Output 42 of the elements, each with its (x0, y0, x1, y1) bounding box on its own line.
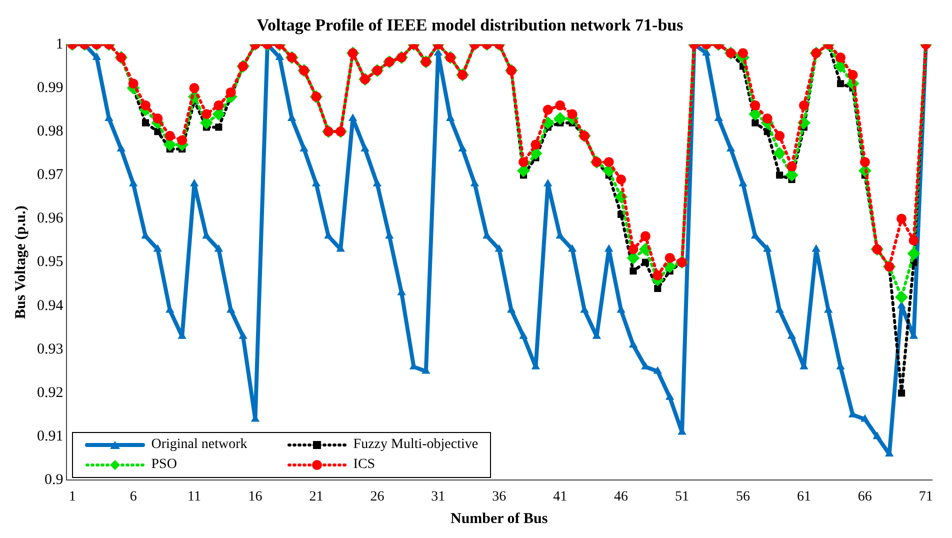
y-tick-label: 0.95 (37, 254, 64, 270)
x-tick-label: 71 (918, 489, 933, 504)
x-tick-label: 66 (858, 489, 872, 504)
y-axis-title: Bus Voltage (p.u.) (12, 206, 29, 319)
y-tick-label: 0.96 (37, 210, 64, 227)
y-tick-label: 0.99 (37, 80, 64, 96)
y-tick-label: 1 (56, 36, 64, 52)
x-tick-label: 26 (370, 489, 384, 504)
point (142, 119, 150, 126)
x-tick-label: 41 (553, 489, 568, 504)
x-tick-label: 36 (492, 489, 506, 504)
point (642, 258, 649, 266)
point (776, 172, 784, 179)
x-tick-label: 6 (130, 489, 137, 504)
y-tick-label: 0.94 (37, 298, 64, 314)
point (654, 284, 662, 292)
chart-title: Voltage Profile of IEEE model distribution network 71-bus (256, 16, 684, 35)
y-tick-label: 0.91 (37, 428, 64, 445)
x-tick-label: 51 (675, 489, 690, 504)
point (752, 119, 759, 126)
x-tick-label: 16 (248, 489, 262, 504)
legend-label: Fuzzy Multi-objective (353, 437, 478, 454)
x-tick-label: 11 (188, 489, 202, 504)
point (898, 390, 906, 397)
point (837, 80, 844, 88)
x-axis-title: Number of Bus (450, 510, 548, 527)
y-tick-label: 0.97 (37, 167, 64, 184)
x-tick-label: 56 (736, 489, 750, 504)
y-tick-label: 0.98 (37, 123, 64, 140)
y-tick-label: 0.9 (44, 472, 64, 488)
x-tick-label: 21 (309, 489, 324, 504)
legend-label: PSO (151, 457, 177, 474)
y-tick-label: 0.92 (37, 384, 64, 401)
legend-label: Original network (151, 437, 248, 454)
x-tick-label: 46 (614, 489, 628, 504)
x-tick-label: 1 (68, 489, 76, 504)
legend-label: ICS (353, 457, 376, 474)
x-tick-label: 61 (796, 489, 811, 504)
y-tick-label: 0.93 (37, 341, 64, 358)
x-tick-label: 31 (431, 489, 446, 504)
point (630, 267, 637, 275)
point (215, 124, 222, 131)
